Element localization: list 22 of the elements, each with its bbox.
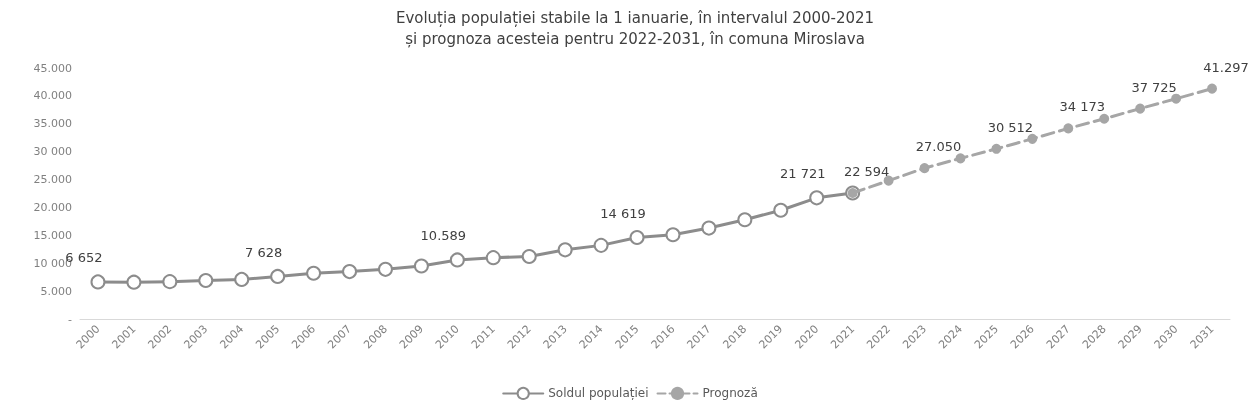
y-tick-label: 35.000 [33,117,72,131]
data-label: 37 725 [1131,79,1177,95]
y-tick-label: 30 000 [33,145,72,159]
y-tick-label: 15.000 [33,228,72,242]
y-tick-label: 5.000 [40,284,72,298]
data-label: 30 512 [987,119,1034,135]
data-label: 10.589 [420,228,467,244]
y-tick-label: - [68,312,73,326]
data-label: 14 619 [600,205,646,221]
data-label: 41.297 [1203,59,1249,75]
y-tick-label: 45.000 [33,61,72,75]
data-label: 34 173 [1059,99,1106,115]
data-label: 22 594 [843,163,890,179]
data-label: 7 628 [245,244,283,260]
legend-label: Soldul populației [548,386,649,401]
data-label: 21 721 [779,166,826,182]
y-tick-label: 25.000 [33,173,72,187]
y-tick-label: 40.000 [33,89,72,103]
y-tick-label: 20.000 [33,200,72,214]
data-label: 27.050 [915,139,962,155]
legend-label: Prognoză [702,386,758,401]
chart-title: Evoluția populației stabile la 1 ianuarie, în intervalul 2000-2021 și prognoza acesteia pentru 2022-2031, în comuna Miroslava [395,8,875,48]
